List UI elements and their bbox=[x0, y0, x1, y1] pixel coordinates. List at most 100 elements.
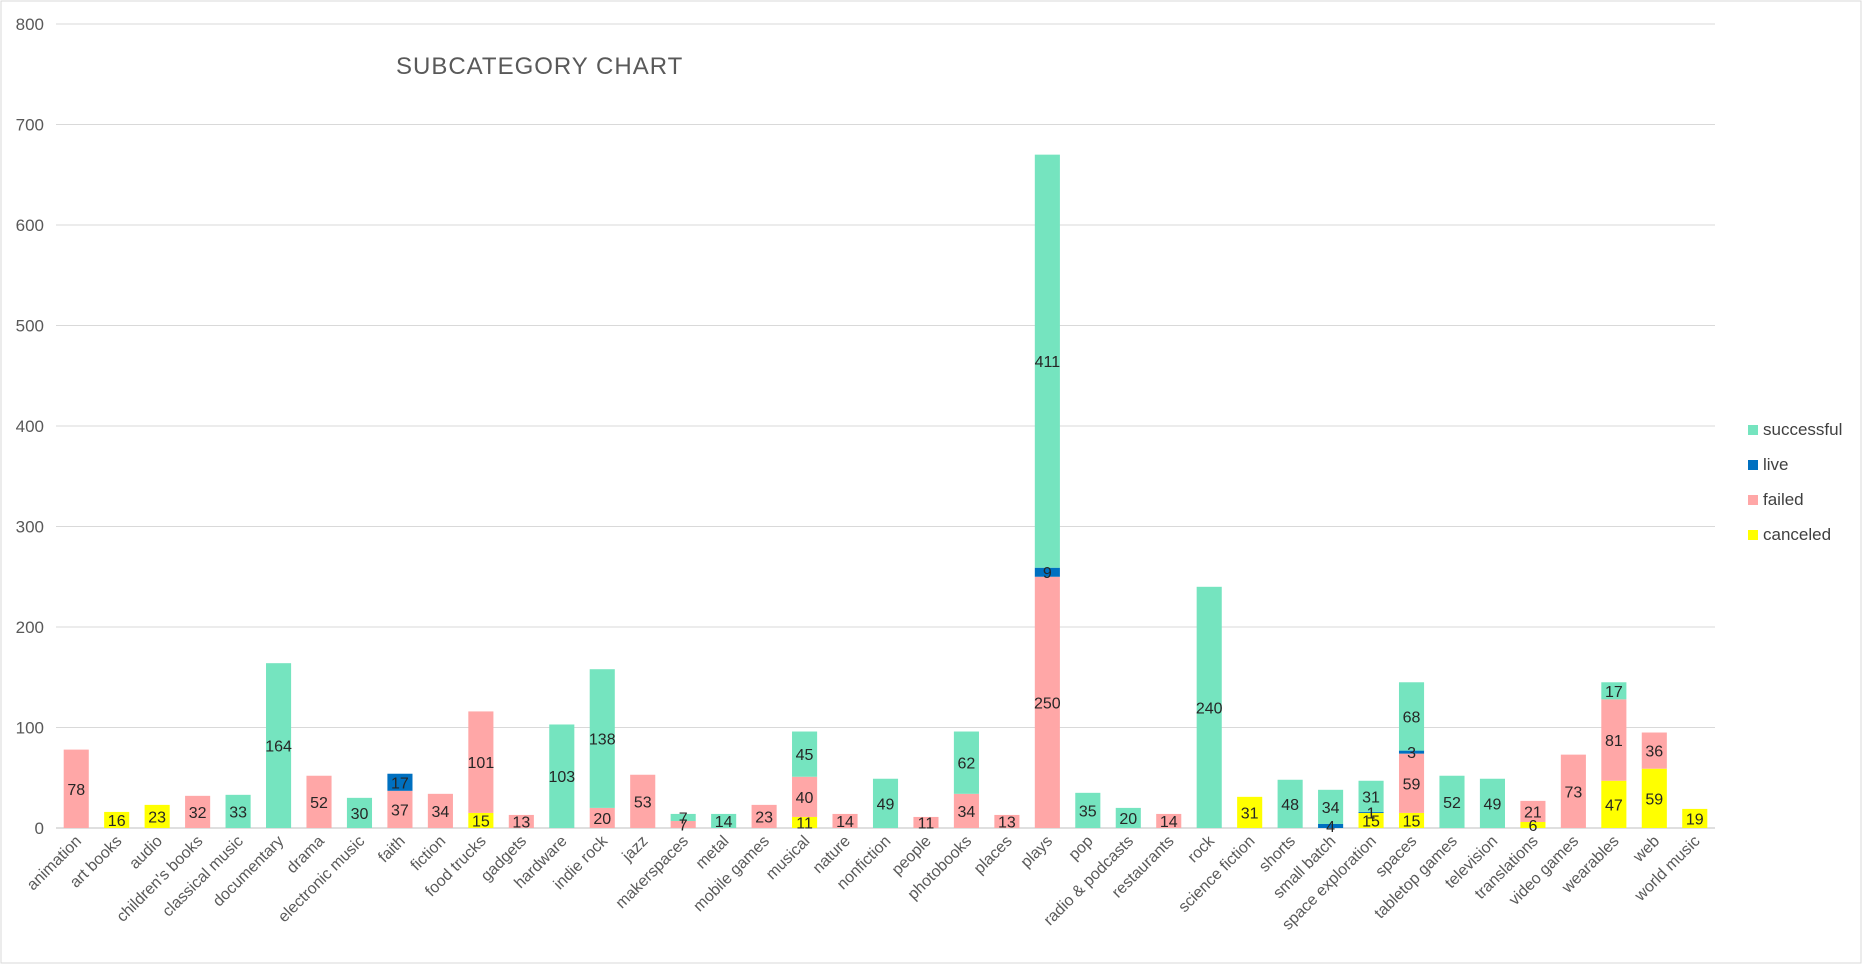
data-label-canceled: 23 bbox=[148, 809, 166, 826]
data-label-successful: 33 bbox=[229, 804, 247, 821]
bar-failed bbox=[1398, 753, 1425, 813]
data-label-successful: 164 bbox=[265, 739, 292, 756]
bar-live bbox=[1398, 750, 1425, 754]
bar-live bbox=[1358, 811, 1384, 813]
data-label-canceled: 59 bbox=[1645, 791, 1663, 808]
bar-failed bbox=[387, 790, 413, 828]
data-label-successful: 17 bbox=[1605, 684, 1623, 701]
bar-failed bbox=[832, 813, 858, 828]
legend-label-failed: failed bbox=[1763, 490, 1804, 509]
data-label-failed: 21 bbox=[1524, 804, 1542, 821]
y-tick-label: 700 bbox=[16, 116, 44, 135]
y-tick-label: 800 bbox=[16, 15, 44, 34]
bar-successful bbox=[549, 724, 575, 828]
data-label-failed: 52 bbox=[310, 795, 328, 812]
data-label-failed: 81 bbox=[1605, 733, 1623, 750]
bar-failed bbox=[306, 775, 332, 828]
bar-successful bbox=[266, 663, 292, 828]
bar-canceled bbox=[1641, 768, 1667, 828]
bar-canceled bbox=[1398, 812, 1425, 828]
legend-swatch-successful bbox=[1748, 425, 1758, 435]
bar-successful bbox=[225, 794, 251, 828]
bar-successful bbox=[1318, 789, 1344, 824]
bar-failed bbox=[1641, 732, 1667, 769]
bar-successful bbox=[1479, 778, 1505, 828]
data-label-canceled: 15 bbox=[472, 813, 490, 830]
data-label-canceled: 15 bbox=[1362, 813, 1380, 830]
data-label-successful: 20 bbox=[1119, 811, 1137, 828]
data-label-live: 4 bbox=[1326, 819, 1335, 836]
data-label-canceled: 6 bbox=[1528, 818, 1537, 835]
bar-failed bbox=[913, 816, 939, 828]
data-label-successful: 62 bbox=[958, 756, 976, 773]
bar-failed bbox=[508, 814, 534, 828]
bar-successful bbox=[1601, 682, 1627, 700]
data-label-failed: 13 bbox=[998, 814, 1016, 831]
bar-canceled bbox=[1682, 808, 1708, 828]
bar-failed bbox=[468, 711, 494, 813]
bar-failed bbox=[1520, 800, 1546, 822]
bar-successful bbox=[1439, 775, 1465, 828]
y-tick-label: 400 bbox=[16, 417, 44, 436]
legend-swatch-live bbox=[1748, 460, 1758, 470]
data-label-failed: 20 bbox=[593, 811, 611, 828]
data-label-successful: 34 bbox=[1322, 800, 1340, 817]
bar-successful bbox=[1398, 682, 1425, 751]
data-label-successful: 30 bbox=[351, 806, 369, 823]
bar-failed bbox=[1601, 699, 1627, 781]
data-label-failed: 40 bbox=[796, 790, 814, 807]
data-label-successful: 48 bbox=[1281, 797, 1299, 814]
bar-failed bbox=[1156, 813, 1182, 828]
data-label-failed: 11 bbox=[918, 815, 935, 832]
data-label-successful: 138 bbox=[589, 732, 616, 749]
data-label-canceled: 15 bbox=[1403, 813, 1421, 830]
data-label-successful: 49 bbox=[1484, 796, 1502, 813]
y-tick-label: 600 bbox=[16, 216, 44, 235]
bar-canceled bbox=[104, 811, 130, 828]
data-label-successful: 411 bbox=[1035, 354, 1061, 371]
data-label-successful: 240 bbox=[1196, 700, 1223, 717]
bar-successful bbox=[346, 797, 373, 828]
data-label-failed: 34 bbox=[432, 804, 450, 821]
data-label-successful: 35 bbox=[1079, 803, 1097, 820]
data-label-failed: 14 bbox=[1160, 814, 1178, 831]
legend-label-successful: successful bbox=[1763, 420, 1842, 439]
bar-canceled bbox=[1601, 780, 1627, 828]
bar-canceled bbox=[1520, 821, 1546, 828]
data-label-successful: 52 bbox=[1443, 795, 1461, 812]
data-label-failed: 23 bbox=[755, 809, 773, 826]
data-label-failed: 13 bbox=[512, 814, 530, 831]
data-label-successful: 103 bbox=[548, 769, 575, 786]
bar-successful bbox=[1034, 154, 1060, 568]
bar-live bbox=[1318, 823, 1344, 828]
bar-failed bbox=[953, 793, 979, 828]
bar-failed bbox=[63, 749, 89, 828]
legend-swatch-canceled bbox=[1748, 530, 1758, 540]
bar-canceled bbox=[468, 812, 494, 828]
data-label-failed: 14 bbox=[836, 814, 854, 831]
legend-swatch-failed bbox=[1748, 495, 1758, 505]
data-label-live: 9 bbox=[1043, 565, 1052, 582]
data-label-failed: 73 bbox=[1564, 784, 1582, 801]
data-label-failed: 250 bbox=[1034, 695, 1061, 712]
data-label-failed: 101 bbox=[468, 755, 495, 772]
data-label-failed: 7 bbox=[679, 817, 688, 834]
bar-canceled bbox=[144, 804, 170, 828]
data-label-failed: 36 bbox=[1645, 744, 1663, 761]
bar-successful bbox=[872, 778, 899, 828]
bar-successful bbox=[589, 669, 615, 808]
legend-label-canceled: canceled bbox=[1763, 525, 1831, 544]
data-label-canceled: 19 bbox=[1686, 811, 1704, 828]
data-label-failed: 32 bbox=[189, 805, 207, 822]
bar-successful bbox=[1196, 586, 1222, 828]
data-label-successful: 49 bbox=[877, 796, 895, 813]
data-label-successful: 7 bbox=[679, 810, 688, 827]
y-tick-label: 0 bbox=[35, 819, 44, 838]
data-label-canceled: 11 bbox=[796, 815, 813, 832]
legend: successful live failed canceled bbox=[1748, 420, 1842, 544]
chart-title: SUBCATEGORY CHART bbox=[396, 53, 683, 80]
data-label-canceled: 47 bbox=[1605, 797, 1623, 814]
bar-successful bbox=[1358, 780, 1384, 812]
